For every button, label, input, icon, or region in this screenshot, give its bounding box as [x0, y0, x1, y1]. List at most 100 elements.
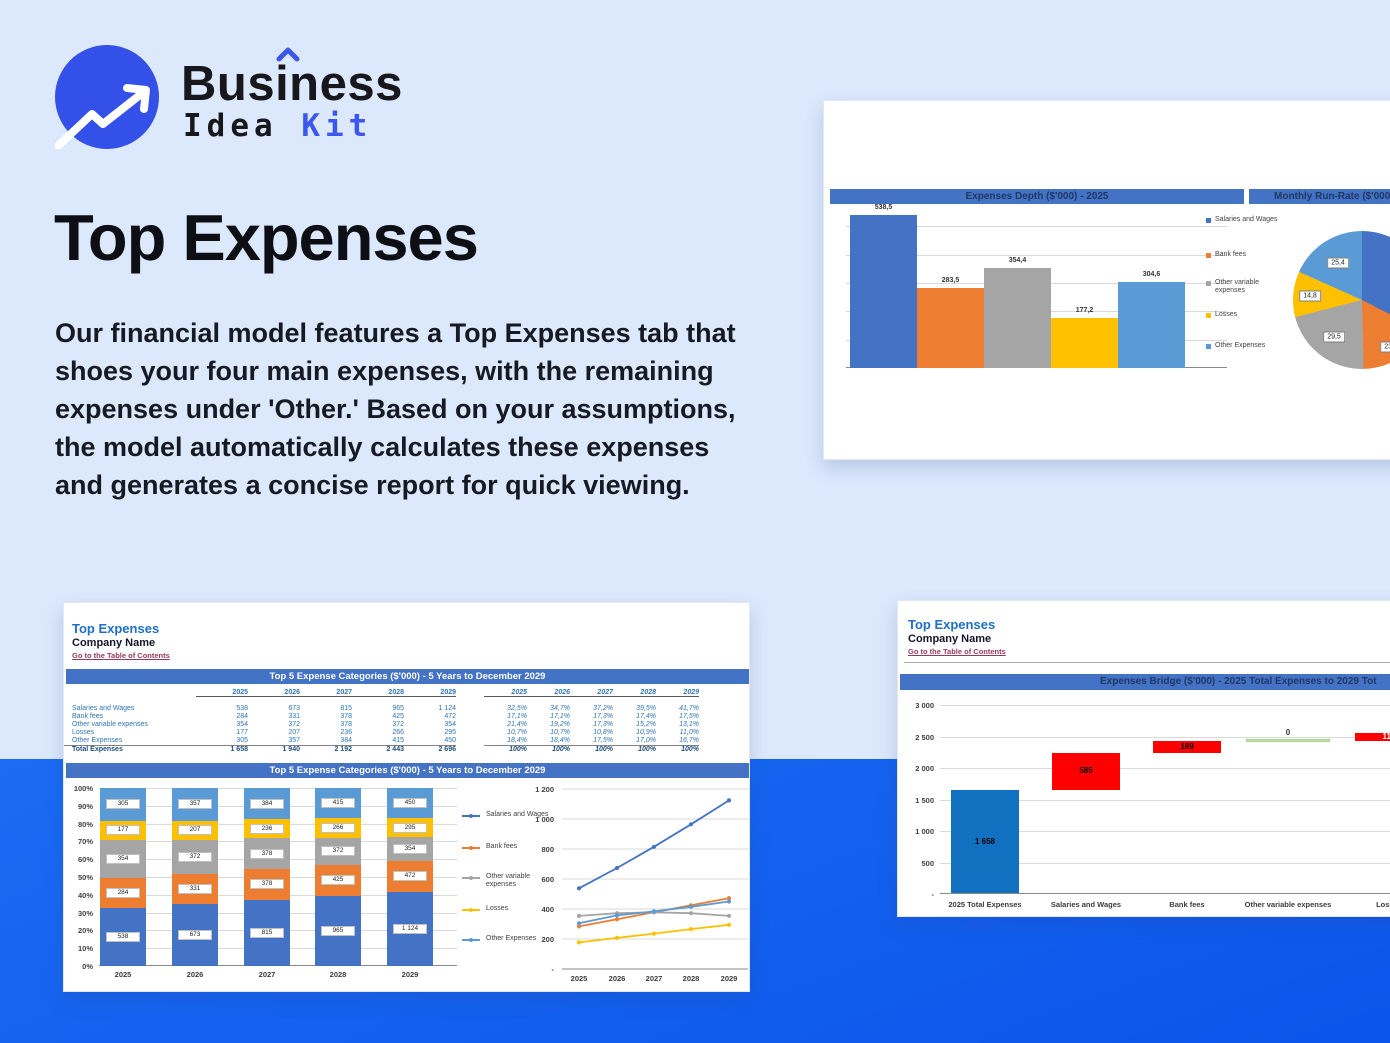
segment-value-label: 450 [393, 797, 427, 808]
expense-table: 2025 2026 2027 2028 2029 2025 2026 2027 2028 2029… [64, 689, 751, 753]
line-legend: Salaries and Wages Bank fees Other variabl… [462, 803, 557, 953]
sheet-title: Top Expenses [908, 617, 996, 632]
line-x-label: 2027 [645, 974, 663, 983]
legend-label: Salaries and Wages [486, 811, 549, 818]
bar-Bank fees [917, 287, 984, 368]
table-cell: 10,8% [593, 729, 613, 736]
table-cell: 2026 [527, 689, 570, 697]
table-cell: 10,7% [507, 729, 527, 736]
table-cell: 10,7% [550, 729, 570, 736]
table-cell: 815 [340, 705, 352, 712]
legend-marker-icon [469, 814, 473, 818]
table-cell: 41,7% [679, 705, 699, 712]
table-cell: 2029 [404, 689, 456, 697]
waterfall-x-label: Losses [1376, 900, 1390, 909]
x-axis-line [940, 893, 1390, 894]
table-row: Other Expenses 305 357 384 415 450 18,4% 18,4% 1… [64, 737, 751, 745]
legend-marker-icon [469, 846, 473, 850]
bar-Other Expenses [1118, 281, 1185, 368]
table-cell: 1 940 [248, 745, 300, 753]
gridline [940, 862, 1390, 864]
table-cell: 965 [392, 705, 404, 712]
y-tick: 70% [77, 837, 93, 847]
table-cell: 21,4% [507, 721, 527, 728]
segment-value-label: 354 [106, 853, 140, 864]
waterfall-x-label: 2025 Total Expenses [948, 900, 1022, 909]
table-cell: 100% [656, 745, 699, 753]
table-cell: 1 658 [196, 745, 248, 753]
line-y-tick: 400 [541, 905, 554, 914]
line-x-label: 2029 [720, 974, 738, 983]
table-cell: 17,5% [593, 737, 613, 744]
table-row: Other variable expenses 354 372 378 372 354 21… [64, 721, 751, 729]
table-cell: 372 [392, 721, 404, 728]
segment-value-label: 815 [250, 927, 284, 938]
table-cell [456, 745, 484, 753]
table-cell: 17,1% [550, 713, 570, 720]
pie-label: 25,4 [1327, 257, 1349, 269]
waterfall-y-tick: 3 000 [915, 701, 934, 710]
table-cell: 2 696 [404, 745, 456, 753]
table-cell: 2028 [352, 689, 404, 697]
table-cell: 100% [484, 745, 527, 753]
line-y-tick: 1 000 [535, 815, 554, 824]
segment-value-label: 378 [250, 879, 284, 890]
table-cell: 17,3% [593, 721, 613, 728]
brand-subname: Idea Kit [183, 108, 372, 144]
waterfall-x-label: Salaries and Wages [1050, 900, 1122, 909]
table-cell: 2029 [656, 689, 699, 697]
depth-bar-plot: 538,5 283,5 354,4 177,2 304,6 [846, 204, 1227, 368]
table-cell: Other variable expenses [72, 721, 148, 728]
table-cell: 305 [236, 737, 248, 744]
gridline [940, 705, 1390, 706]
brand-kit: Kit [301, 108, 373, 144]
table-cell: 236 [340, 729, 352, 736]
gridline [846, 226, 1227, 228]
table-cell: 17,3% [593, 713, 613, 720]
pie-label: 23,6 [1380, 341, 1390, 353]
toc-link[interactable]: Go to the Table of Contents [72, 651, 170, 660]
x-category-label: 2027 [258, 970, 276, 979]
table-cell: 17,1% [507, 713, 527, 720]
waterfall-y-tick: 1 500 [915, 795, 934, 805]
line-y-tick: 1 200 [535, 785, 554, 794]
table-cell: 17,0% [636, 737, 656, 744]
table-cell: 538 [236, 705, 248, 712]
line-x-label: 2025 [570, 974, 588, 983]
table-cell: 372 [288, 721, 300, 728]
table-cell: 2 192 [300, 745, 352, 753]
legend-label: Other variable expenses [1215, 279, 1259, 294]
segment-value-label: 1 124 [393, 923, 427, 934]
legend-swatch-icon [1206, 253, 1211, 258]
line-x-label: 2026 [608, 974, 626, 983]
table-cell [64, 689, 196, 697]
table-cell: 10,9% [636, 729, 656, 736]
segment-value-label: 372 [178, 851, 212, 862]
waterfall-y-tick: - [931, 890, 935, 899]
table-cell: Bank fees [72, 713, 104, 720]
legend-label: Other variable expenses [486, 873, 530, 888]
table-cell: 13,1% [679, 721, 699, 728]
bar-Losses [1051, 317, 1118, 368]
segment-value-label: 207 [178, 825, 212, 836]
waterfall-zero-bar [1246, 739, 1330, 743]
bar-value-label: 538,5 [874, 204, 893, 212]
hero-paragraph: Our financial model features a Top Expen… [55, 318, 736, 500]
table-cell [456, 729, 484, 737]
waterfall-increase-bar [1355, 733, 1390, 741]
segment-value-label: 266 [321, 822, 355, 833]
y-tick: 90% [77, 801, 93, 811]
company-name: Company Name [72, 637, 156, 649]
depth-chart-card: Expenses Depth ($'000) - 2025 Monthly Ru… [823, 100, 1390, 460]
waterfall-plot: 1 658 585 189 0 118 [940, 705, 1390, 894]
table-cell: 177 [236, 729, 248, 736]
table-cell: 673 [288, 705, 300, 712]
waterfall-y-tick: 500 [921, 858, 934, 868]
table-cell: 2027 [570, 689, 613, 697]
table-cell: 354 [236, 721, 248, 728]
segment-value-label: 673 [178, 930, 212, 941]
toc-link[interactable]: Go to the Table of Contents [908, 647, 1006, 656]
y-tick: 50% [77, 873, 93, 882]
segment-value-label: 357 [178, 799, 212, 810]
table-row: 2025 2026 2027 2028 2029 2025 2026 2027 2028 2029 [64, 689, 751, 697]
